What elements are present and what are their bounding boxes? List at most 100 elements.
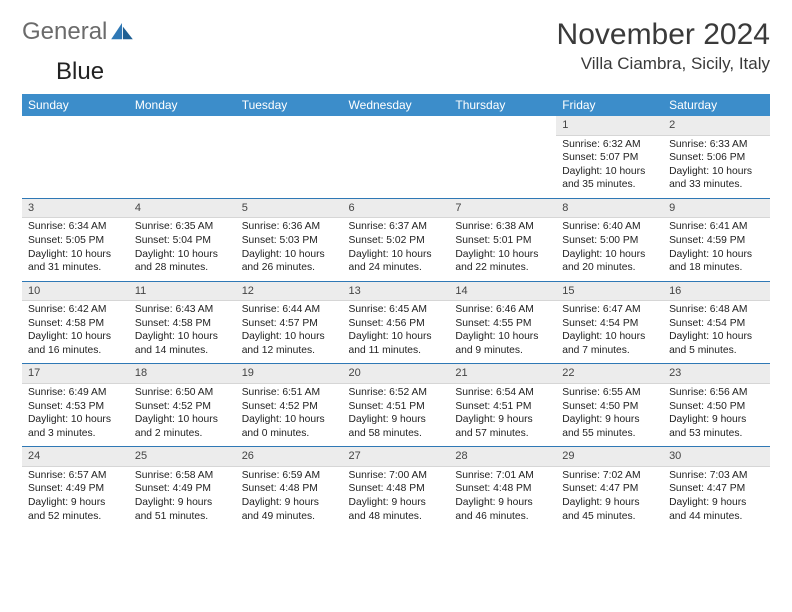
day-body: Sunrise: 6:33 AMSunset: 5:06 PMDaylight:… [663, 136, 770, 198]
daylight-line-1: Daylight: 10 hours [349, 248, 444, 262]
day-number: 3 [22, 198, 129, 219]
day-body: Sunrise: 6:34 AMSunset: 5:05 PMDaylight:… [22, 218, 129, 280]
day-body: Sunrise: 6:45 AMSunset: 4:56 PMDaylight:… [343, 301, 450, 363]
daylight-line-2: and 18 minutes. [669, 261, 764, 275]
calendar-cell [343, 116, 450, 198]
logo-sail-icon [111, 23, 133, 41]
daylight-line-2: and 58 minutes. [349, 427, 444, 441]
daylight-line-2: and 45 minutes. [562, 510, 657, 524]
daylight-line-1: Daylight: 9 hours [349, 496, 444, 510]
day-number: 4 [129, 198, 236, 219]
sunrise-line: Sunrise: 6:40 AM [562, 220, 657, 234]
day-body: Sunrise: 6:48 AMSunset: 4:54 PMDaylight:… [663, 301, 770, 363]
sunrise-line: Sunrise: 6:36 AM [242, 220, 337, 234]
calendar-cell [236, 116, 343, 198]
day-body: Sunrise: 6:41 AMSunset: 4:59 PMDaylight:… [663, 218, 770, 280]
sunset-line: Sunset: 4:51 PM [455, 400, 550, 414]
day-body: Sunrise: 6:36 AMSunset: 5:03 PMDaylight:… [236, 218, 343, 280]
sunrise-line: Sunrise: 6:50 AM [135, 386, 230, 400]
daylight-line-1: Daylight: 10 hours [455, 248, 550, 262]
sunrise-line: Sunrise: 7:01 AM [455, 469, 550, 483]
calendar-cell: 26Sunrise: 6:59 AMSunset: 4:48 PMDayligh… [236, 446, 343, 529]
logo: General [22, 18, 137, 46]
day-number: 15 [556, 281, 663, 302]
day-number: 6 [343, 198, 450, 219]
day-number: 8 [556, 198, 663, 219]
sunset-line: Sunset: 4:52 PM [135, 400, 230, 414]
daylight-line-2: and 9 minutes. [455, 344, 550, 358]
day-number: 29 [556, 446, 663, 467]
sunrise-line: Sunrise: 6:56 AM [669, 386, 764, 400]
day-body: Sunrise: 6:58 AMSunset: 4:49 PMDaylight:… [129, 467, 236, 529]
day-number: 20 [343, 363, 450, 384]
day-body: Sunrise: 6:49 AMSunset: 4:53 PMDaylight:… [22, 384, 129, 446]
daylight-line-2: and 24 minutes. [349, 261, 444, 275]
weekday-header: Sunday [22, 94, 129, 116]
sunrise-line: Sunrise: 6:52 AM [349, 386, 444, 400]
day-number: 17 [22, 363, 129, 384]
daylight-line-2: and 3 minutes. [28, 427, 123, 441]
sunrise-line: Sunrise: 6:38 AM [455, 220, 550, 234]
sunset-line: Sunset: 4:54 PM [562, 317, 657, 331]
calendar-week: 3Sunrise: 6:34 AMSunset: 5:05 PMDaylight… [22, 198, 770, 281]
sunrise-line: Sunrise: 6:42 AM [28, 303, 123, 317]
daylight-line-1: Daylight: 10 hours [135, 413, 230, 427]
daylight-line-1: Daylight: 10 hours [242, 330, 337, 344]
sunset-line: Sunset: 4:57 PM [242, 317, 337, 331]
calendar-cell: 22Sunrise: 6:55 AMSunset: 4:50 PMDayligh… [556, 363, 663, 446]
calendar-cell: 24Sunrise: 6:57 AMSunset: 4:49 PMDayligh… [22, 446, 129, 529]
day-number: 24 [22, 446, 129, 467]
calendar-cell: 5Sunrise: 6:36 AMSunset: 5:03 PMDaylight… [236, 198, 343, 281]
calendar-cell: 28Sunrise: 7:01 AMSunset: 4:48 PMDayligh… [449, 446, 556, 529]
day-body: Sunrise: 7:02 AMSunset: 4:47 PMDaylight:… [556, 467, 663, 529]
daylight-line-1: Daylight: 9 hours [562, 496, 657, 510]
daylight-line-1: Daylight: 9 hours [349, 413, 444, 427]
title-block: November 2024 Villa Ciambra, Sicily, Ita… [557, 18, 770, 74]
calendar-cell: 13Sunrise: 6:45 AMSunset: 4:56 PMDayligh… [343, 281, 450, 364]
sunset-line: Sunset: 4:52 PM [242, 400, 337, 414]
sunset-line: Sunset: 4:50 PM [669, 400, 764, 414]
day-body: Sunrise: 6:55 AMSunset: 4:50 PMDaylight:… [556, 384, 663, 446]
sunrise-line: Sunrise: 6:57 AM [28, 469, 123, 483]
empty-day [22, 116, 129, 190]
calendar-cell: 7Sunrise: 6:38 AMSunset: 5:01 PMDaylight… [449, 198, 556, 281]
location: Villa Ciambra, Sicily, Italy [557, 54, 770, 74]
sunset-line: Sunset: 4:48 PM [455, 482, 550, 496]
calendar-cell: 11Sunrise: 6:43 AMSunset: 4:58 PMDayligh… [129, 281, 236, 364]
calendar-week: 17Sunrise: 6:49 AMSunset: 4:53 PMDayligh… [22, 363, 770, 446]
day-body: Sunrise: 7:03 AMSunset: 4:47 PMDaylight:… [663, 467, 770, 529]
day-number: 14 [449, 281, 556, 302]
sunset-line: Sunset: 5:07 PM [562, 151, 657, 165]
day-body: Sunrise: 7:01 AMSunset: 4:48 PMDaylight:… [449, 467, 556, 529]
weekday-header: Saturday [663, 94, 770, 116]
daylight-line-1: Daylight: 9 hours [669, 413, 764, 427]
calendar-cell [129, 116, 236, 198]
calendar-cell: 1Sunrise: 6:32 AMSunset: 5:07 PMDaylight… [556, 116, 663, 198]
sunrise-line: Sunrise: 6:59 AM [242, 469, 337, 483]
weekday-header: Tuesday [236, 94, 343, 116]
sunset-line: Sunset: 4:53 PM [28, 400, 123, 414]
calendar-cell: 16Sunrise: 6:48 AMSunset: 4:54 PMDayligh… [663, 281, 770, 364]
calendar-cell: 9Sunrise: 6:41 AMSunset: 4:59 PMDaylight… [663, 198, 770, 281]
day-number: 18 [129, 363, 236, 384]
daylight-line-1: Daylight: 10 hours [349, 330, 444, 344]
sunset-line: Sunset: 4:47 PM [562, 482, 657, 496]
day-number: 12 [236, 281, 343, 302]
sunset-line: Sunset: 4:59 PM [669, 234, 764, 248]
daylight-line-1: Daylight: 10 hours [669, 248, 764, 262]
day-body: Sunrise: 6:35 AMSunset: 5:04 PMDaylight:… [129, 218, 236, 280]
daylight-line-2: and 46 minutes. [455, 510, 550, 524]
day-body: Sunrise: 6:54 AMSunset: 4:51 PMDaylight:… [449, 384, 556, 446]
sunrise-line: Sunrise: 6:34 AM [28, 220, 123, 234]
sunrise-line: Sunrise: 6:41 AM [669, 220, 764, 234]
day-body: Sunrise: 6:56 AMSunset: 4:50 PMDaylight:… [663, 384, 770, 446]
empty-day [449, 116, 556, 190]
calendar-head: SundayMondayTuesdayWednesdayThursdayFrid… [22, 94, 770, 116]
day-body: Sunrise: 6:57 AMSunset: 4:49 PMDaylight:… [22, 467, 129, 529]
sunset-line: Sunset: 4:56 PM [349, 317, 444, 331]
weekday-header: Thursday [449, 94, 556, 116]
day-body: Sunrise: 6:37 AMSunset: 5:02 PMDaylight:… [343, 218, 450, 280]
calendar-page: General November 2024 Villa Ciambra, Sic… [0, 0, 792, 612]
empty-day [129, 116, 236, 190]
day-number: 5 [236, 198, 343, 219]
